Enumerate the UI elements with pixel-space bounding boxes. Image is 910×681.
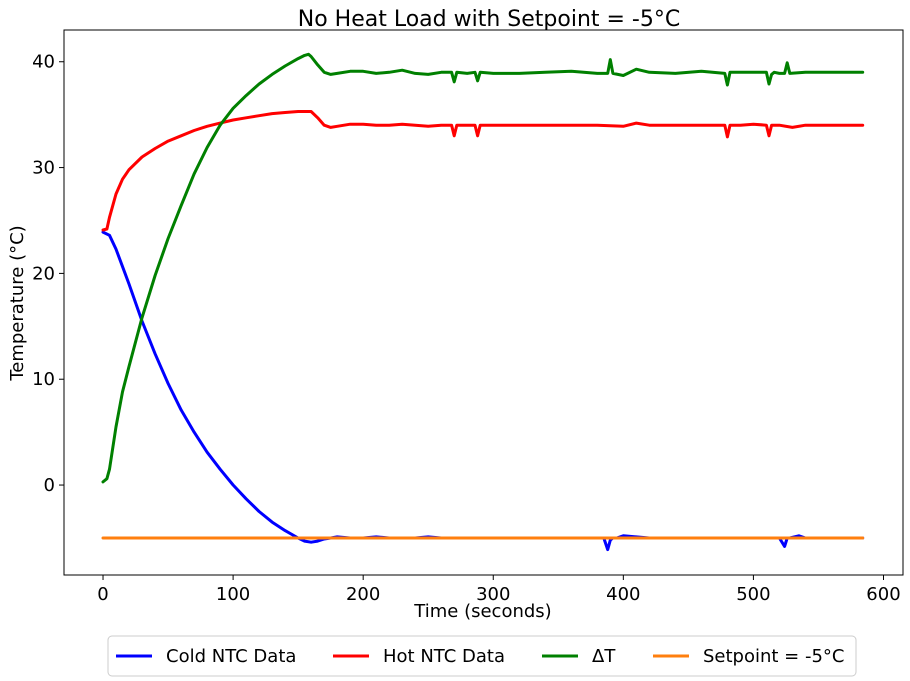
- y-tick-label: 20: [32, 263, 55, 284]
- series-line-1: [101, 110, 865, 232]
- y-axis: 0 10 20 30 40: [32, 52, 64, 496]
- x-tick-label: 100: [216, 584, 250, 605]
- legend-label-0: Cold NTC Data: [166, 646, 296, 667]
- x-tick-label: 300: [476, 584, 510, 605]
- legend: Cold NTC Data Hot NTC Data ΔT Setpoint = -5…: [107, 635, 857, 677]
- x-tick-label: 200: [346, 584, 380, 605]
- y-tick-label: 0: [44, 475, 55, 496]
- legend-label-1: Hot NTC Data: [383, 646, 505, 667]
- plot-frame: [63, 29, 904, 576]
- legend-label-2: ΔT: [592, 646, 616, 667]
- legend-label-3: Setpoint = -5°C: [703, 646, 845, 667]
- x-axis: 0 100 200 300 400 500 600: [97, 575, 901, 605]
- chart-title: No Heat Load with Setpoint = -5°C: [298, 7, 680, 32]
- series-line-2: [101, 52, 865, 484]
- x-tick-label: 0: [97, 584, 108, 605]
- y-tick-label: 40: [32, 52, 55, 73]
- x-tick-label: 600: [866, 584, 900, 605]
- series-layer: [101, 52, 865, 552]
- x-axis-label: Time (seconds): [413, 601, 551, 622]
- x-tick-label: 400: [606, 584, 640, 605]
- plot-area: [63, 29, 904, 576]
- y-axis-label: Temperature (°C): [7, 225, 28, 381]
- y-tick-label: 30: [32, 158, 55, 179]
- y-tick-label: 10: [32, 369, 55, 390]
- legend-frame: [107, 635, 857, 677]
- x-tick-label: 500: [736, 584, 770, 605]
